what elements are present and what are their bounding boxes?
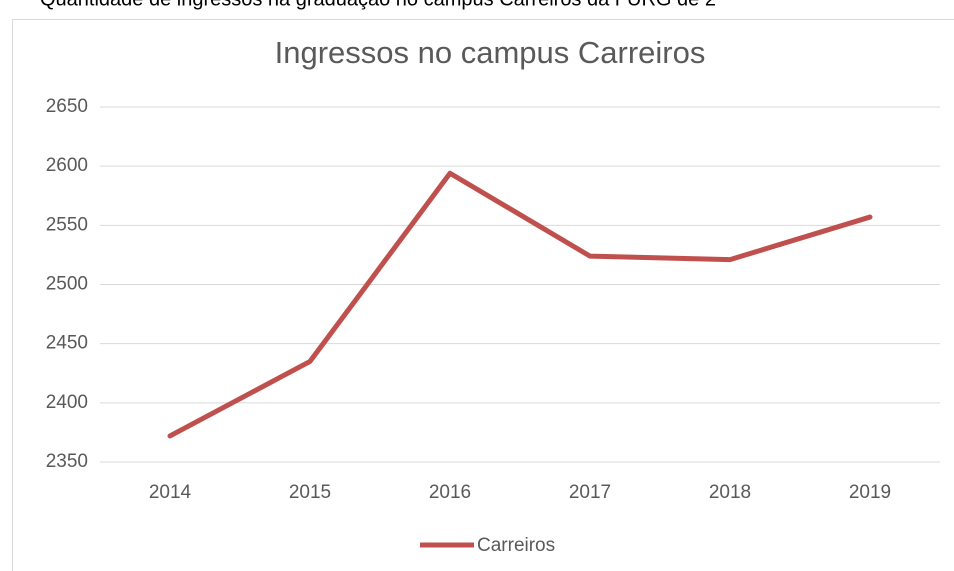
legend-label: Carreiros (477, 535, 555, 556)
chart-border (12, 19, 954, 571)
y-tick-label: 2650 (46, 96, 88, 117)
y-tick-label: 2400 (46, 392, 88, 413)
x-tick-label: 2016 (429, 482, 471, 503)
y-tick-label: 2450 (46, 333, 88, 354)
y-tick-label: 2350 (46, 451, 88, 472)
y-tick-label: 2500 (46, 274, 88, 295)
x-tick-label: 2019 (849, 482, 891, 503)
x-tick-label: 2014 (149, 482, 192, 503)
caption: Quantidade de ingressos na graduação no … (40, 0, 716, 10)
y-tick-label: 2600 (46, 155, 88, 176)
x-tick-label: 2015 (289, 482, 331, 503)
chart-title: Ingressos no campus Carreiros (275, 35, 706, 70)
x-tick-label: 2017 (569, 482, 611, 503)
x-tick-label: 2018 (709, 482, 751, 503)
y-tick-label: 2550 (46, 214, 88, 235)
line (167, 170, 873, 439)
